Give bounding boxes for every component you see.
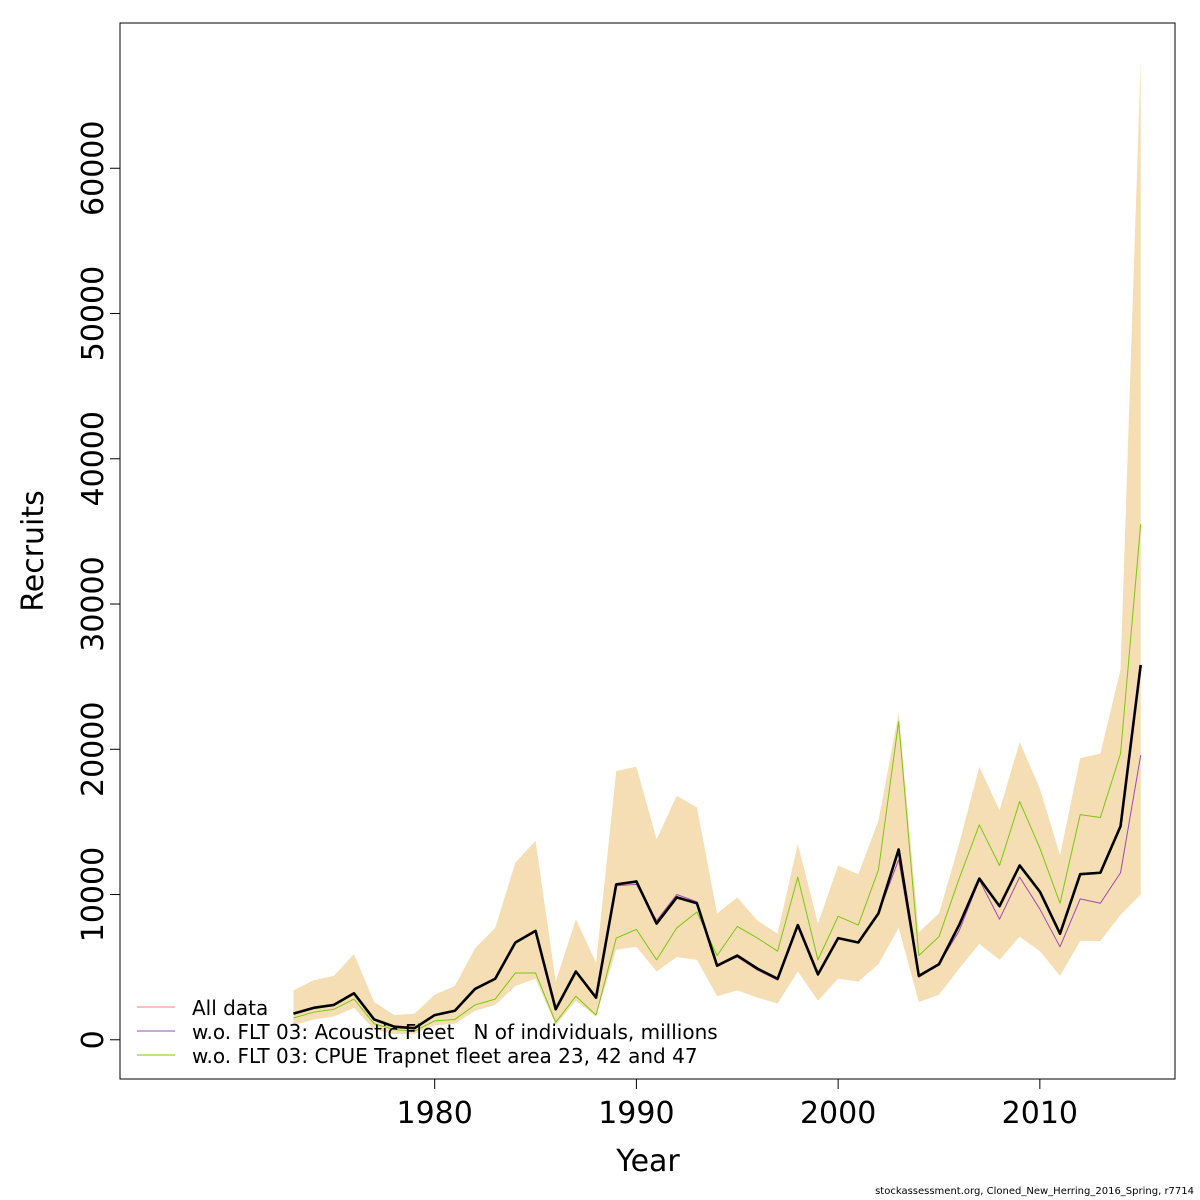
y-tick-label: 0 xyxy=(76,1030,111,1049)
y-tick-label: 40000 xyxy=(76,411,111,506)
x-tick-label: 2010 xyxy=(1002,1096,1078,1131)
series-lines-layer xyxy=(293,524,1142,1032)
series-line-3 xyxy=(293,524,1142,1032)
y-tick-label: 50000 xyxy=(76,266,111,361)
footer-source-text: stockassessment.org, Cloned_New_Herring_… xyxy=(875,1186,1194,1197)
x-tick-label: 1990 xyxy=(598,1096,674,1131)
x-tick-label: 1980 xyxy=(397,1096,473,1131)
y-tick-label: 10000 xyxy=(76,847,111,942)
y-axis: 0 10000 20000 30000 40000 50000 60000 xyxy=(76,121,121,1049)
confidence-band xyxy=(293,60,1141,1034)
y-tick-label: 60000 xyxy=(76,121,111,216)
y-tick-label: 20000 xyxy=(76,702,111,797)
legend-label: w.o. FLT 03: CPUE Trapnet fleet area 23,… xyxy=(192,1044,698,1068)
y-axis-label: Recruits xyxy=(16,490,51,612)
legend-label: All data xyxy=(192,996,268,1020)
y-tick-label: 30000 xyxy=(76,556,111,651)
x-tick-label: 2000 xyxy=(800,1096,876,1131)
confidence-band-layer xyxy=(293,60,1141,1034)
legend-label: w.o. FLT 03: Acoustic Fleet N of individ… xyxy=(192,1020,718,1044)
series-line-4 xyxy=(293,664,1142,1030)
x-axis-label: Year xyxy=(615,1144,680,1179)
x-axis: 1980 1990 2000 2010 xyxy=(397,1078,1078,1131)
